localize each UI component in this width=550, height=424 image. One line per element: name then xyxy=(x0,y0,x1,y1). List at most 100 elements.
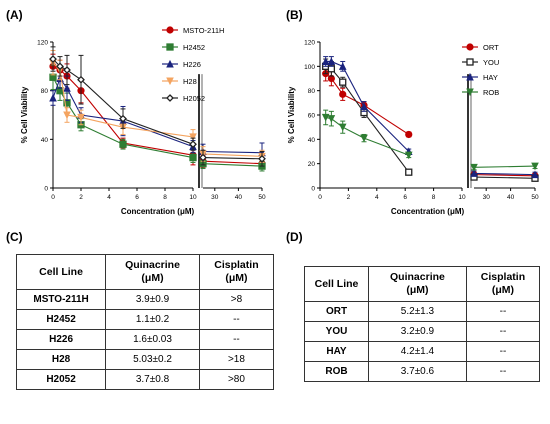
table-cell-line: H2052 xyxy=(15,369,107,390)
chart-a-x-tick-label: 4 xyxy=(107,194,111,201)
chart-b-series-line xyxy=(473,176,536,179)
chart-a: 0 40 80 120 0 2 4 6 8 10 30 40 50 Concentration (μM)%… xyxy=(20,26,266,216)
table-cell-value: -- xyxy=(198,329,275,350)
chart-a-series-h28 xyxy=(49,50,266,163)
chart-b-legend-marker xyxy=(466,43,474,51)
chart-b-legend-label: HAY xyxy=(483,73,498,82)
chart-b-data-point xyxy=(321,113,330,122)
chart-a-x-tick-label: 40 xyxy=(235,194,243,201)
chart-a-data-point xyxy=(56,62,64,71)
chart-a-data-point xyxy=(77,113,85,122)
table-cell-value: -- xyxy=(465,341,541,362)
panel-label-c: (C) xyxy=(6,230,23,244)
table-header-cell: Cisplatin (μM) xyxy=(198,254,275,290)
chart-a-series-line xyxy=(202,150,263,154)
table-header-cell: Quinacrine (μM) xyxy=(368,266,467,302)
chart-b-data-point xyxy=(531,170,539,179)
chart-a-legend-label: H28 xyxy=(183,77,197,86)
chart-a-y-label: % Cell Viability xyxy=(20,86,29,143)
chart-b-data-point xyxy=(339,78,347,86)
chart-b-series-hay xyxy=(321,56,539,179)
chart-b-x-tick-label: 2 xyxy=(347,194,351,201)
table-row: HAY 4.2±1.4 -- xyxy=(304,341,541,362)
chart-b-data-point xyxy=(321,57,330,65)
table-header-cell: Cell Line xyxy=(15,254,107,290)
chart-a-data-point xyxy=(77,75,85,84)
chart-b-series-line xyxy=(473,165,536,168)
chart-b-data-point xyxy=(360,134,368,143)
chart-a-y-tick-label: 80 xyxy=(41,88,49,95)
table-header-text: (μM) xyxy=(491,284,515,296)
chart-b-data-point xyxy=(338,62,347,70)
chart-a-series-h2052 xyxy=(49,46,266,167)
table-d: Cell Line Quinacrine (μM) Cisplatin (μM) ORT 5… xyxy=(304,266,541,382)
chart-b-y-tick-label: 120 xyxy=(304,40,315,47)
table-cell-value: >80 xyxy=(198,369,275,390)
table-header-text: Cell Line xyxy=(314,277,359,290)
chart-a-legend-label: H2052 xyxy=(183,94,205,103)
table-cell-value: 3.7±0.8 xyxy=(105,369,200,390)
table-cell-value: -- xyxy=(465,321,541,342)
chart-a-series-line xyxy=(202,163,263,167)
chart-b-data-point xyxy=(339,90,347,98)
table-cell-value: 3.9±0.9 xyxy=(105,289,200,310)
chart-b-series-line xyxy=(325,65,410,173)
chart-b-series-you xyxy=(322,58,539,182)
chart-a-legend-marker xyxy=(166,26,174,34)
table-header-text: (μM) xyxy=(141,272,164,284)
chart-b-x-tick-label: 8 xyxy=(432,194,436,201)
chart-b-x-tick-label: 6 xyxy=(403,194,407,201)
table-cell-value: 3.2±0.9 xyxy=(368,321,467,342)
chart-b-legend-marker xyxy=(466,72,474,81)
chart-a-data-point xyxy=(189,140,197,149)
table-cell-line: YOU xyxy=(304,321,369,342)
chart-a-series-line xyxy=(202,157,263,160)
chart-a-legend-entry: H2452 xyxy=(162,43,205,52)
chart-a-data-point xyxy=(49,93,57,102)
chart-a-series-msto-211h xyxy=(49,53,266,170)
chart-a-legend-entry: H226 xyxy=(162,59,201,69)
chart-a-data-point xyxy=(119,140,127,148)
table-row: H28 5.03±0.2 >18 xyxy=(15,349,275,370)
chart-b-legend-label: YOU xyxy=(483,58,499,67)
chart-b-series-line xyxy=(473,174,536,177)
chart-b-x-tick-label: 0 xyxy=(318,194,322,201)
table-cell-value: -- xyxy=(465,301,541,322)
table-cell-value: 1.6±0.03 xyxy=(105,329,200,350)
chart-a-data-point xyxy=(258,154,266,163)
chart-a-x-tick-label: 0 xyxy=(51,194,55,201)
chart-b-data-point xyxy=(405,168,413,176)
table-cell-value: 4.2±1.4 xyxy=(368,341,467,362)
chart-b-y-tick-label: 0 xyxy=(311,186,315,193)
chart-a-legend-marker xyxy=(166,43,174,51)
chart-a-legend-label: MSTO-211H xyxy=(183,26,224,35)
chart-b-y-label: % Cell Viability xyxy=(287,86,296,143)
chart-a-legend-entry: H28 xyxy=(162,77,197,86)
chart-b-x-label: Concentration (μM) xyxy=(391,207,465,216)
chart-b-data-point xyxy=(360,102,368,110)
table-cell-line: H28 xyxy=(15,349,107,370)
table-cell-value: 5.03±0.2 xyxy=(105,349,200,370)
chart-a-data-point xyxy=(199,153,207,162)
table-cell-line: MSTO-211H xyxy=(15,289,107,310)
chart-a-legend-label: H2452 xyxy=(183,43,205,52)
chart-b-y-tick-label: 80 xyxy=(308,88,316,95)
chart-a-data-point xyxy=(189,153,197,162)
chart-a-y-tick-label: 40 xyxy=(41,137,49,144)
chart-b-series-line xyxy=(473,172,536,176)
chart-b-y-tick-label: 100 xyxy=(304,64,315,71)
table-cell-value: 3.7±0.6 xyxy=(368,361,467,382)
panel-label-a: (A) xyxy=(6,8,23,22)
table-header-text: (μM) xyxy=(225,272,248,284)
panel-label-d: (D) xyxy=(286,230,303,244)
chart-b-y-tick-label: 40 xyxy=(308,137,316,144)
chart-a-data-point xyxy=(189,133,197,142)
table-header-text: Quinacrine xyxy=(125,259,180,271)
table-cell-value: 5.2±1.3 xyxy=(368,301,467,322)
chart-b-legend-entry: HAY xyxy=(462,72,498,82)
chart-b-data-point xyxy=(338,123,347,132)
table-cell-line: H226 xyxy=(15,329,107,350)
chart-a-legend-marker xyxy=(166,77,174,86)
chart-a-x-tick-label: 50 xyxy=(258,194,266,201)
